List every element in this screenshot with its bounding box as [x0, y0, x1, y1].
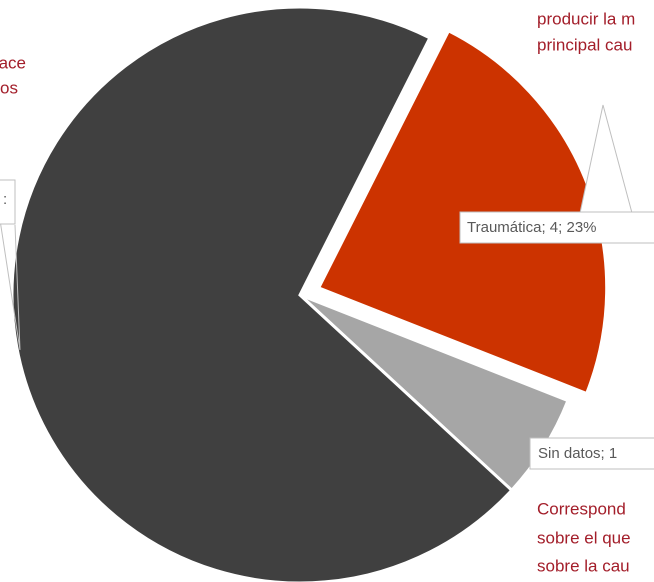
annotation: sobre el que [537, 528, 631, 547]
callout [579, 104, 633, 214]
label-box [0, 179, 16, 225]
annotation: producir la m [537, 9, 635, 28]
callouts [0, 104, 654, 470]
data-label: : [3, 191, 7, 208]
annotation: principal cau [537, 35, 632, 54]
annotation: os [0, 78, 18, 97]
pie-slice [10, 5, 514, 582]
annotation: ace [0, 53, 26, 72]
callout [0, 219, 21, 351]
data-label: Traumática; 4; 23% [467, 219, 597, 236]
annotation: Correspond [537, 499, 626, 518]
data-label: Sin datos; 1 [538, 445, 617, 462]
label-box [459, 211, 654, 244]
annotation: sobre la cau [537, 556, 630, 575]
label-box [529, 437, 654, 470]
pie [10, 5, 609, 582]
